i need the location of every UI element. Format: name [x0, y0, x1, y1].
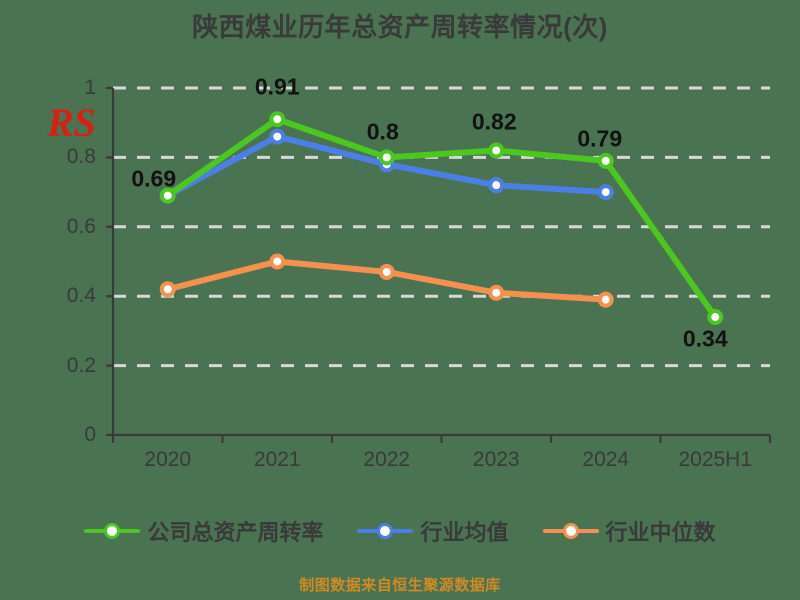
data-point-marker: [159, 281, 176, 298]
y-axis-tick-label: 0.4: [66, 284, 96, 308]
y-axis-tick-label: 0: [84, 423, 96, 446]
plot-area: [106, 86, 772, 443]
data-point-marker: [269, 253, 286, 270]
legend-swatch-icon: [542, 519, 599, 543]
legend-label: 行业中位数: [605, 520, 716, 545]
data-point-value-label: 0.69: [131, 165, 177, 192]
data-point-value-label: 0.8: [366, 118, 399, 145]
chart-legend: 公司总资产周转率 行业均值 行业中位数: [0, 515, 800, 547]
data-point-marker: [159, 187, 176, 204]
x-axis-tick-label: 2020: [144, 448, 192, 471]
legend-item-1[interactable]: 公司总资产周转率: [84, 515, 323, 547]
legend-item-3[interactable]: 行业中位数: [542, 515, 716, 547]
y-axis-tick-label: 0.8: [66, 145, 96, 169]
data-point-marker: [597, 291, 614, 308]
data-point-value-label: 0.82: [471, 108, 517, 135]
legend-label: 公司总资产周转率: [147, 520, 324, 545]
x-axis-tick-label: 2021: [253, 448, 301, 471]
data-point-value-label: 0.34: [682, 325, 728, 352]
chart-title: 陕西煤业历年总资产周转率情况(次): [192, 12, 608, 42]
data-point-marker: [378, 149, 395, 166]
y-axis-tick-label: 0.6: [66, 214, 96, 238]
data-point-value-label: 0.91: [254, 73, 300, 100]
data-point-marker: [488, 284, 505, 301]
legend-label: 行业均值: [420, 520, 509, 545]
data-point-marker: [269, 111, 286, 128]
series-line: [164, 116, 719, 321]
data-point-marker: [488, 142, 505, 159]
legend-swatch-icon: [357, 519, 414, 543]
legend-item-2[interactable]: 行业均值: [357, 515, 509, 547]
x-axis-tick-label: 2024: [582, 448, 630, 471]
data-point-marker: [707, 309, 724, 326]
data-point-marker: [597, 184, 614, 201]
x-axis-tick-label: 2023: [472, 448, 520, 471]
y-axis-tick-label: 0.2: [66, 353, 96, 377]
x-axis-tick-label: 2022: [363, 448, 411, 471]
data-point-marker: [378, 263, 395, 280]
legend-swatch-icon: [84, 519, 141, 543]
data-point-marker: [488, 177, 505, 194]
data-point-value-label: 0.79: [577, 125, 623, 152]
x-axis-tick-label: 2025H1: [678, 448, 753, 471]
footer-source-note: 制图数据来自恒生聚源数据库: [299, 577, 501, 594]
data-point-marker: [597, 152, 614, 169]
y-axis-tick-label: 1: [84, 76, 96, 99]
data-point-marker: [269, 128, 286, 145]
